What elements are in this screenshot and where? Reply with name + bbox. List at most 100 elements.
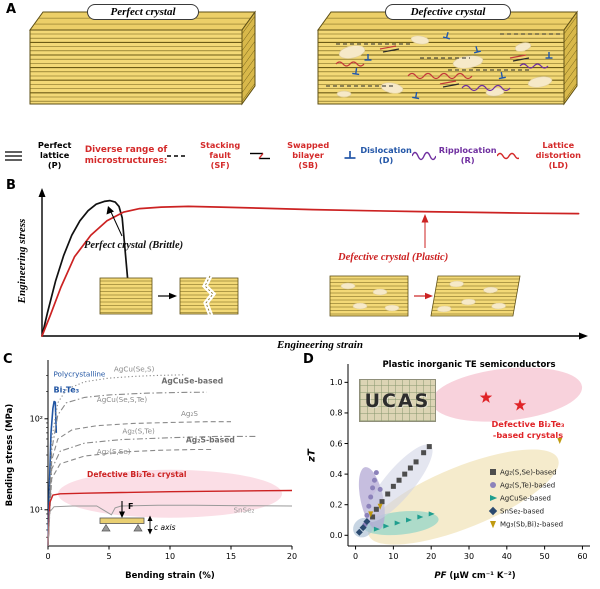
d-y-tick: 1.0 [330, 378, 343, 387]
ripplocation-line [461, 84, 511, 92]
c-x-tick: 20 [287, 552, 297, 561]
c-x-tick: 5 [106, 552, 111, 561]
ucas-sample-photo: UCAS [359, 379, 436, 422]
d-y-tick: 0.6 [330, 439, 343, 448]
legend-item-dislocation: Dislocation (D) [343, 145, 412, 166]
c-curve-label: Ag₂S-based [186, 435, 235, 444]
swapped-bilayer-mark [439, 80, 460, 88]
d-y-axis-label: zT [306, 449, 318, 462]
defect-blob [338, 45, 366, 59]
c-y-tick: 10² [30, 415, 43, 424]
dislocation-symbol [473, 45, 482, 54]
defect-blob [452, 55, 484, 69]
d-y-tick: 0.4 [330, 470, 343, 479]
legend-intro-line2: microstructures: [84, 156, 168, 166]
legend-abbr: (R) [460, 155, 475, 165]
defect-blob [527, 76, 553, 88]
legend-name: Swapped bilayer [287, 140, 330, 161]
swapped-bilayer-mark [509, 54, 530, 62]
c-series-5 [47, 448, 213, 547]
legend-intro: Diverse range of microstructures: [85, 145, 168, 166]
d-y-tick: 0.0 [330, 531, 343, 540]
legend-item-perfect-lattice: Perfect lattice (P) [5, 140, 85, 171]
panel-a-letter: A [6, 2, 17, 17]
legend-item-stacking-fault: Stacking fault (SF) [167, 140, 249, 171]
legend-name: Lattice distortion [535, 140, 581, 161]
c-series-4 [47, 435, 256, 547]
c-series-0 [47, 400, 58, 547]
c-series-6 [47, 489, 293, 547]
defective-crystal-title: Defective crystal [385, 4, 511, 20]
star-label-line2: -based crystals [492, 429, 564, 440]
d-x-tick: 60 [577, 552, 587, 561]
d-legend-label: Ag₂(S,Se)-based [500, 469, 557, 477]
dislocation-symbol [442, 31, 451, 40]
pf-units: (μW cm⁻¹ K⁻²) [446, 571, 516, 581]
c-series-7 [47, 504, 293, 547]
d-y-tick: 0.2 [330, 501, 343, 510]
defect-blob [336, 90, 352, 98]
legend-item-ripplocation: Ripplocation (R) [411, 145, 497, 166]
d-series-2 [373, 511, 435, 532]
c-y-axis-label: Bending stress (MPa) [5, 403, 15, 507]
pf-symbol: PF [434, 571, 447, 581]
dislocation-icon [344, 151, 356, 159]
dislocation-symbol [352, 67, 360, 76]
legend-abbr: (P) [47, 159, 62, 170]
star-series [479, 391, 527, 411]
legend-abbr: (LD) [548, 159, 569, 170]
c-curve-label: AgCu(Se,S) [114, 365, 155, 374]
perfect-crystal-drawing [29, 10, 256, 106]
legend-name: Perfect lattice [37, 140, 72, 161]
legend-abbr: (D) [378, 155, 394, 165]
dislocation-symbol [545, 52, 553, 59]
b-x-axis-label: Engineering strain [277, 339, 363, 351]
d-x-tick: 20 [426, 552, 436, 561]
c-x-tick: 0 [45, 552, 50, 561]
d-series-4 [368, 437, 563, 518]
legend-item-lattice-distortion: Lattice distortion (LD) [496, 140, 595, 171]
lattice-distortion-icon [496, 152, 519, 160]
star-series-label: Defective Bi₂Te₃ -based crystals [466, 419, 590, 440]
panel-b-letter: B [6, 178, 16, 193]
swapped-bilayer-icon [249, 152, 270, 160]
lattice-distortion-line [407, 72, 473, 80]
bending-chart: 0 5 10 15 20 10¹ 10² Polycrystalline Bi₂Te₃ AgCu(… [30, 360, 297, 561]
legend-abbr: (SB) [298, 159, 318, 170]
c-x-tick: 10 [165, 552, 175, 561]
ripplocation-line [519, 63, 549, 69]
c-y-tick: 10¹ [30, 506, 43, 515]
d-x-tick: 10 [388, 552, 398, 561]
legend-name: Stacking fault [200, 140, 241, 161]
c-curve-label: Polycrystalline [53, 370, 105, 379]
c-curve-label: SnSe₂ [233, 506, 254, 515]
lattice-distortion-line [335, 61, 365, 67]
c-curve-label: Defective Bi₂Te₃ crystal [87, 470, 186, 479]
defective-curve-label: Defective crystal (Plastic) [338, 252, 449, 263]
c-curve-label: Bi₂Te₃ [53, 385, 79, 394]
c-curve-label: AgCu(Se,S,Te) [97, 395, 148, 404]
legend-name: Ripplocation [438, 145, 497, 156]
perfect-crystal-title: Perfect crystal [87, 4, 199, 20]
dashed-line-icon [167, 155, 188, 157]
c-series-1 [47, 374, 185, 547]
d-legend-label: Ag₂(S,Te)-based [500, 482, 555, 490]
stress-strain-chart [38, 188, 588, 340]
bending-test-inset: Fc axis [99, 501, 176, 535]
panel-c-letter: C [3, 352, 13, 367]
d-series-0 [370, 444, 432, 520]
c-curve-label: AgCuSe-based [161, 377, 223, 386]
d-legend-label: Mg₃(Sb,Bi)₂-based [500, 521, 563, 529]
d-x-tick: 40 [502, 552, 512, 561]
brittle-fracture-inset [99, 274, 239, 317]
d-y-tick: 0.8 [330, 409, 343, 418]
d-x-tick: 30 [464, 552, 474, 561]
layer-lines-icon [5, 151, 22, 161]
microstructure-legend: Perfect lattice (P) Diverse range of mic… [0, 134, 600, 178]
defect-blob [514, 42, 532, 52]
legend-intro-line1: Diverse range of [84, 145, 168, 156]
defective-crystal-drawing [317, 10, 578, 106]
d-x-tick: 50 [540, 552, 550, 561]
zt-chart: 0 10 20 30 40 50 60 0.0 0.2 0.4 0.6 0.8 1.0 Ag₂(S,Se)… [330, 364, 590, 561]
